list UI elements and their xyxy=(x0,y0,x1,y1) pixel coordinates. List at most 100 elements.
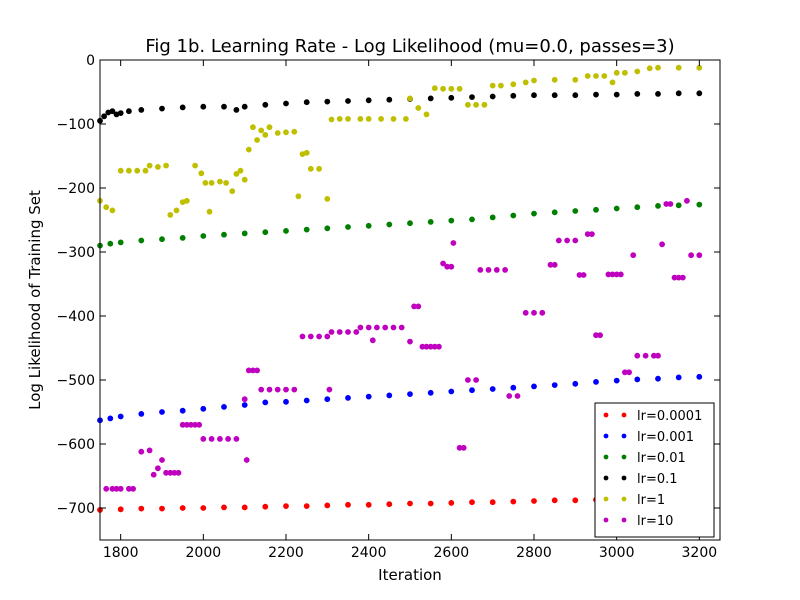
data-point xyxy=(107,240,114,247)
data-point xyxy=(572,497,579,504)
data-point xyxy=(531,498,537,504)
data-point xyxy=(655,352,661,359)
data-point xyxy=(241,402,248,408)
data-point xyxy=(324,333,331,340)
data-point xyxy=(696,201,703,208)
data-point xyxy=(448,94,455,101)
data-point xyxy=(283,503,289,510)
data-point xyxy=(555,237,562,244)
data-point xyxy=(448,388,455,395)
data-point xyxy=(303,503,310,510)
data-point xyxy=(130,485,137,492)
data-point xyxy=(634,204,641,211)
data-point xyxy=(208,180,215,186)
data-point xyxy=(469,499,475,506)
data-point xyxy=(601,73,608,79)
data-point xyxy=(374,324,380,331)
data-point xyxy=(489,93,496,100)
data-point xyxy=(609,79,616,86)
data-point xyxy=(167,212,174,218)
data-point xyxy=(378,116,385,122)
data-point xyxy=(336,116,343,122)
data-point xyxy=(328,116,335,123)
data-point xyxy=(200,233,207,239)
data-point xyxy=(386,96,393,103)
data-point xyxy=(345,116,351,122)
data-point xyxy=(357,116,364,122)
data-point xyxy=(262,503,269,510)
data-point xyxy=(357,324,364,331)
data-point xyxy=(250,124,256,131)
data-point xyxy=(584,73,591,79)
data-point xyxy=(159,457,165,463)
data-point xyxy=(539,309,546,316)
data-point xyxy=(460,444,467,451)
data-point xyxy=(407,391,413,398)
legend-label: lr=0.0001 xyxy=(637,409,702,424)
data-point xyxy=(345,224,351,230)
series-2 xyxy=(97,201,703,249)
data-point xyxy=(369,337,376,344)
x-tick-label: 2400 xyxy=(351,545,387,561)
data-point xyxy=(142,167,149,174)
data-point xyxy=(324,98,331,105)
data-point xyxy=(200,436,207,442)
data-point xyxy=(655,91,661,97)
data-point xyxy=(365,222,372,229)
data-point xyxy=(221,231,227,238)
data-point xyxy=(274,130,281,136)
legend-label: lr=0.01 xyxy=(637,451,686,466)
data-point xyxy=(564,237,570,244)
data-point xyxy=(283,100,289,107)
data-point xyxy=(386,501,393,508)
data-point xyxy=(572,237,579,244)
data-point xyxy=(200,505,207,511)
data-point xyxy=(403,116,409,122)
data-point xyxy=(221,504,227,511)
data-point xyxy=(206,208,213,215)
data-point xyxy=(258,386,265,393)
data-point xyxy=(245,146,252,153)
data-point xyxy=(493,267,500,273)
data-point xyxy=(229,188,236,195)
data-point xyxy=(489,499,496,506)
data-point xyxy=(390,324,397,331)
data-point xyxy=(630,252,637,259)
data-point xyxy=(208,436,215,442)
x-tick-label: 3200 xyxy=(682,545,718,561)
data-point xyxy=(613,69,620,76)
x-tick-label: 2200 xyxy=(268,545,304,561)
data-point xyxy=(262,399,269,406)
plot-frame xyxy=(99,59,721,541)
legend-marker xyxy=(621,433,627,439)
data-point xyxy=(415,105,422,111)
data-point xyxy=(510,498,517,505)
data-point xyxy=(237,167,244,174)
data-point xyxy=(291,386,298,393)
data-point xyxy=(613,205,620,212)
y-tick-label: −600 xyxy=(57,437,95,453)
y-tick-label: −500 xyxy=(57,373,95,389)
data-point xyxy=(365,324,372,331)
data-point xyxy=(572,76,579,83)
data-point xyxy=(303,99,310,106)
series-5 xyxy=(103,197,703,492)
legend-marker xyxy=(621,475,627,481)
data-point xyxy=(510,212,517,219)
data-point xyxy=(125,167,132,174)
data-point xyxy=(696,64,703,71)
data-point xyxy=(365,116,372,122)
data-point xyxy=(303,149,310,156)
data-point xyxy=(498,82,504,89)
legend-marker xyxy=(603,475,609,481)
series-4 xyxy=(97,64,703,218)
x-tick-label: 3000 xyxy=(599,545,635,561)
data-point xyxy=(225,436,232,442)
legend-marker xyxy=(603,496,609,502)
data-point xyxy=(551,497,558,504)
data-point xyxy=(696,252,703,259)
x-tick-label: 2600 xyxy=(434,545,470,561)
data-point xyxy=(283,228,289,234)
data-point xyxy=(510,384,517,391)
data-point xyxy=(465,101,471,108)
